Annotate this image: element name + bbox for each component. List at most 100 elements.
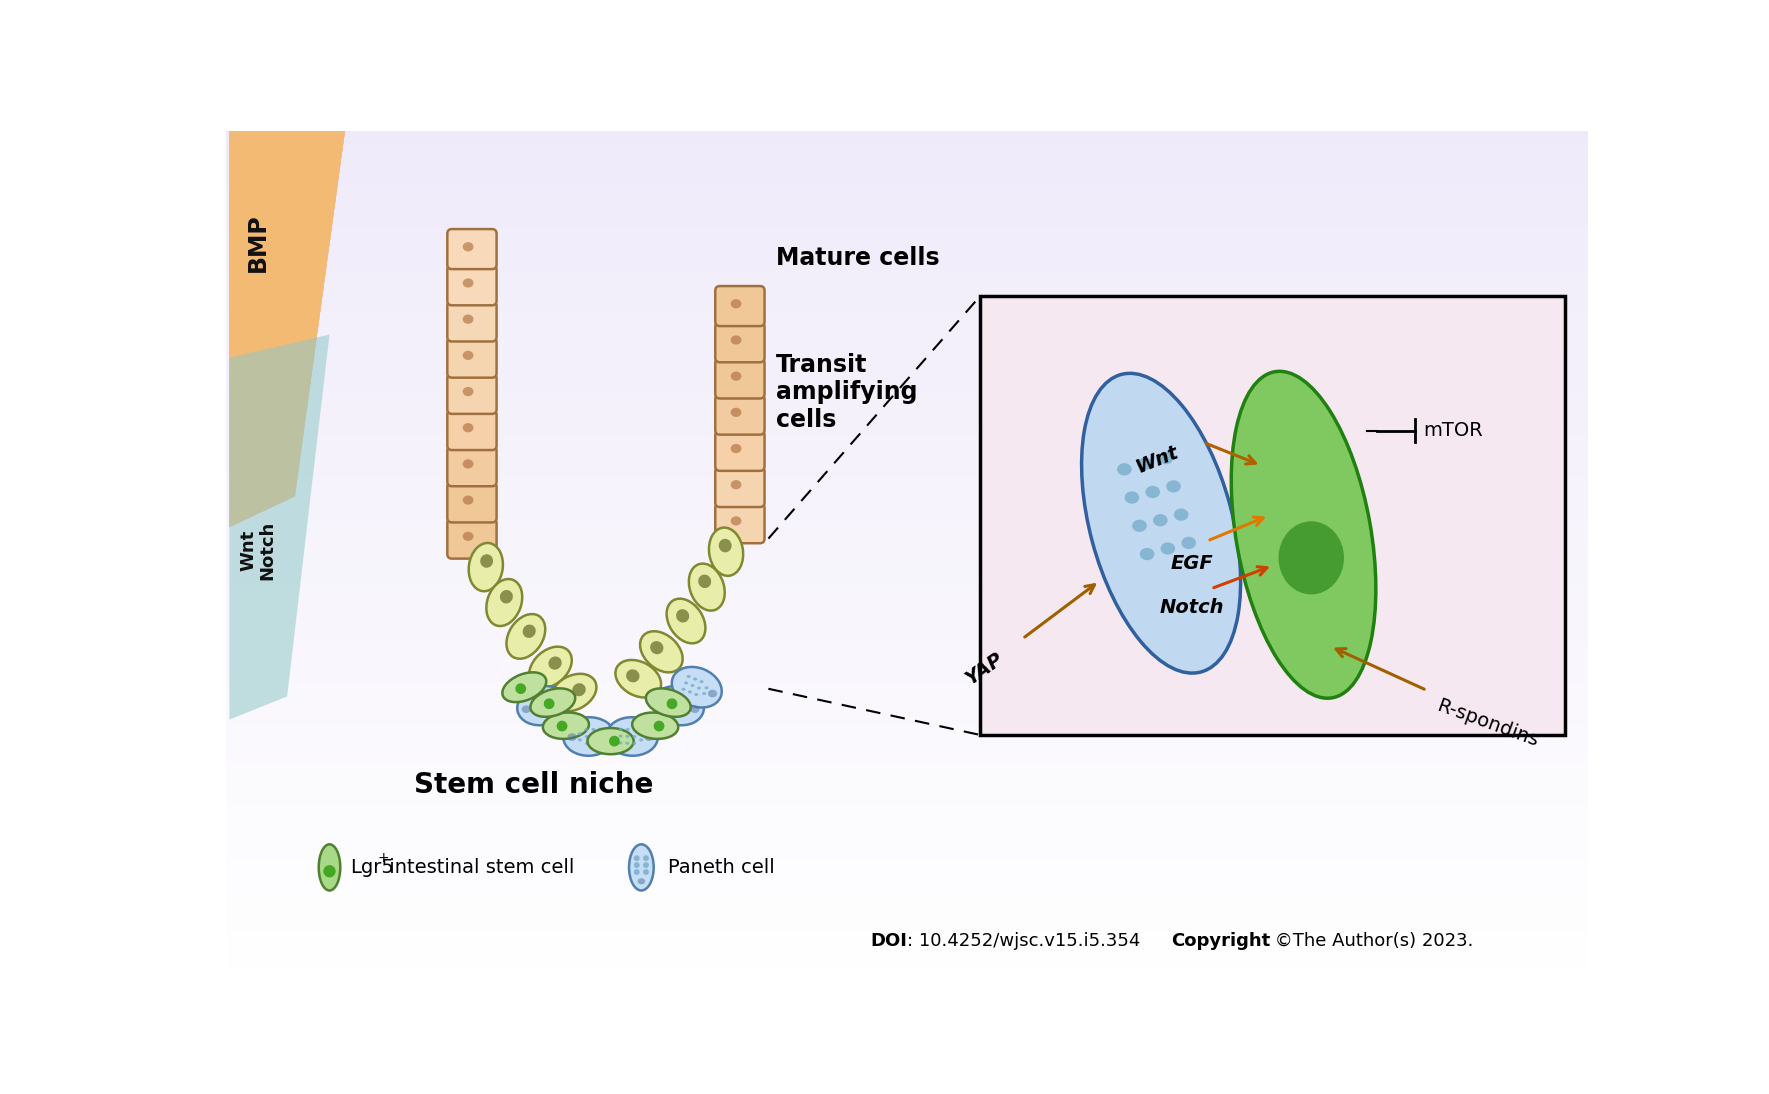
Bar <box>980 296 1566 735</box>
Bar <box>226 350 1589 354</box>
Circle shape <box>633 856 640 861</box>
Ellipse shape <box>586 742 589 745</box>
Bar <box>226 906 1589 910</box>
Ellipse shape <box>693 677 697 680</box>
Text: Wnt: Wnt <box>1134 442 1182 477</box>
Ellipse shape <box>543 698 554 709</box>
Bar <box>226 595 1589 598</box>
Ellipse shape <box>1137 457 1152 469</box>
Bar <box>226 275 1589 279</box>
Text: EGF: EGF <box>1171 554 1214 573</box>
Bar <box>226 940 1589 944</box>
Bar <box>226 418 1589 422</box>
Ellipse shape <box>699 574 711 589</box>
Ellipse shape <box>626 670 640 683</box>
Bar <box>226 746 1589 750</box>
Ellipse shape <box>1182 537 1196 549</box>
Bar <box>226 675 1589 678</box>
Ellipse shape <box>626 728 630 731</box>
Ellipse shape <box>568 733 577 741</box>
Bar <box>226 384 1589 388</box>
Ellipse shape <box>515 684 525 694</box>
Bar <box>226 434 1589 439</box>
Ellipse shape <box>640 631 683 673</box>
Ellipse shape <box>532 709 536 712</box>
Ellipse shape <box>1145 486 1160 498</box>
Bar <box>226 156 1589 161</box>
Text: Copyright: Copyright <box>1171 932 1270 951</box>
Bar <box>226 229 1589 232</box>
Bar <box>226 801 1589 805</box>
Ellipse shape <box>690 684 695 687</box>
Bar <box>226 612 1589 616</box>
Bar <box>226 923 1589 928</box>
Bar <box>226 363 1589 368</box>
Bar <box>226 814 1589 818</box>
Bar <box>226 182 1589 186</box>
Bar <box>226 573 1589 578</box>
Ellipse shape <box>632 735 637 738</box>
Ellipse shape <box>1153 514 1168 526</box>
Bar <box>226 826 1589 830</box>
Ellipse shape <box>598 742 603 745</box>
Bar <box>226 380 1589 384</box>
Bar <box>226 346 1589 350</box>
Bar <box>226 818 1589 822</box>
Bar <box>226 473 1589 477</box>
Ellipse shape <box>619 742 623 745</box>
Bar <box>226 843 1589 847</box>
Bar <box>226 136 1589 140</box>
Bar <box>226 270 1589 275</box>
Bar <box>226 632 1589 637</box>
Ellipse shape <box>685 709 688 712</box>
Ellipse shape <box>697 687 701 689</box>
Text: BMP: BMP <box>246 213 271 271</box>
Bar <box>226 507 1589 510</box>
Bar <box>226 780 1589 784</box>
Ellipse shape <box>1125 491 1139 503</box>
Ellipse shape <box>1160 543 1175 555</box>
Circle shape <box>644 856 649 861</box>
Bar <box>226 216 1589 220</box>
Bar <box>226 405 1589 409</box>
Ellipse shape <box>557 721 568 732</box>
Text: +: + <box>377 851 389 865</box>
Bar <box>226 532 1589 536</box>
Ellipse shape <box>318 845 340 891</box>
Ellipse shape <box>624 742 630 745</box>
Ellipse shape <box>554 709 557 711</box>
Ellipse shape <box>690 706 699 713</box>
Ellipse shape <box>709 527 743 575</box>
Bar <box>226 536 1589 539</box>
Bar <box>226 414 1589 418</box>
Bar <box>226 860 1589 864</box>
Ellipse shape <box>463 387 474 396</box>
Ellipse shape <box>670 710 674 713</box>
Bar <box>226 957 1589 961</box>
Ellipse shape <box>578 738 582 742</box>
Ellipse shape <box>633 729 637 731</box>
Ellipse shape <box>639 738 644 742</box>
FancyBboxPatch shape <box>715 323 764 362</box>
Bar <box>226 254 1589 258</box>
Bar <box>226 140 1589 144</box>
Bar <box>226 965 1589 969</box>
Ellipse shape <box>632 742 637 745</box>
Bar <box>226 464 1589 468</box>
Circle shape <box>633 862 640 868</box>
Ellipse shape <box>538 698 541 701</box>
Bar <box>226 400 1589 405</box>
Text: mTOR: mTOR <box>1422 421 1482 440</box>
Bar <box>226 898 1589 903</box>
Bar <box>226 485 1589 489</box>
Ellipse shape <box>550 695 555 698</box>
Ellipse shape <box>699 680 704 683</box>
Ellipse shape <box>598 734 603 737</box>
Ellipse shape <box>1166 480 1182 492</box>
Ellipse shape <box>651 641 663 654</box>
Bar <box>226 368 1589 371</box>
Bar <box>226 443 1589 447</box>
FancyBboxPatch shape <box>448 519 497 559</box>
Bar <box>226 830 1589 835</box>
Bar <box>226 624 1589 628</box>
